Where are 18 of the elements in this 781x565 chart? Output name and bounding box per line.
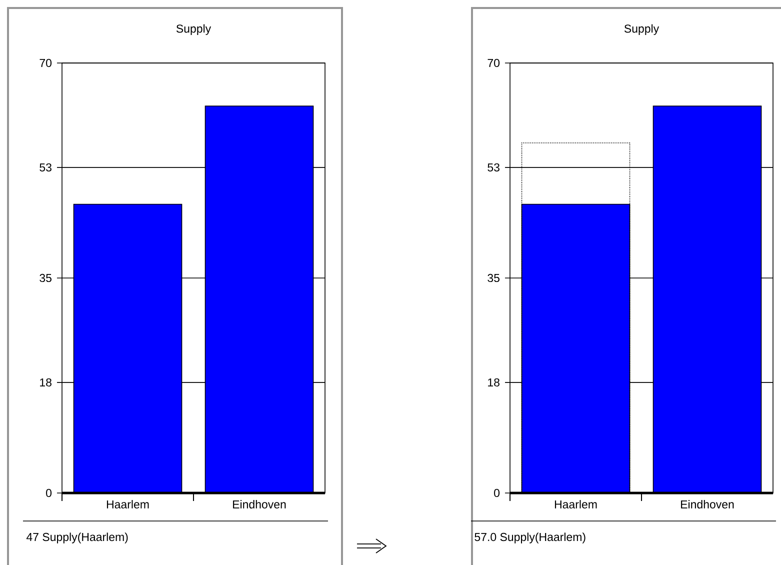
y-tick-label: 53 [488, 163, 500, 172]
y-tick-label: 0 [494, 488, 500, 498]
y-tick-label: 0 [46, 488, 52, 498]
x-tick-label: Eindhoven [681, 500, 734, 508]
y-tick-label: 35 [488, 274, 500, 282]
chart-title: Supply [176, 24, 212, 35]
text: 47 Supply(Haarlem) [26, 532, 128, 544]
y-tick-label: 53 [40, 163, 52, 172]
chart-title: Supply [624, 24, 660, 35]
y-tick-label: 18 [488, 378, 500, 386]
y-tick-label: 35 [40, 274, 52, 282]
y-tick-label: 18 [40, 378, 52, 386]
x-tick-label: Haarlem [554, 500, 597, 508]
text: 57.0 Supply(Haarlem) [474, 532, 586, 544]
y-tick-label: 70 [488, 58, 500, 68]
y-tick-label: 70 [40, 58, 52, 68]
x-tick-label: Haarlem [106, 500, 149, 508]
x-tick-label: Eindhoven [233, 500, 286, 508]
